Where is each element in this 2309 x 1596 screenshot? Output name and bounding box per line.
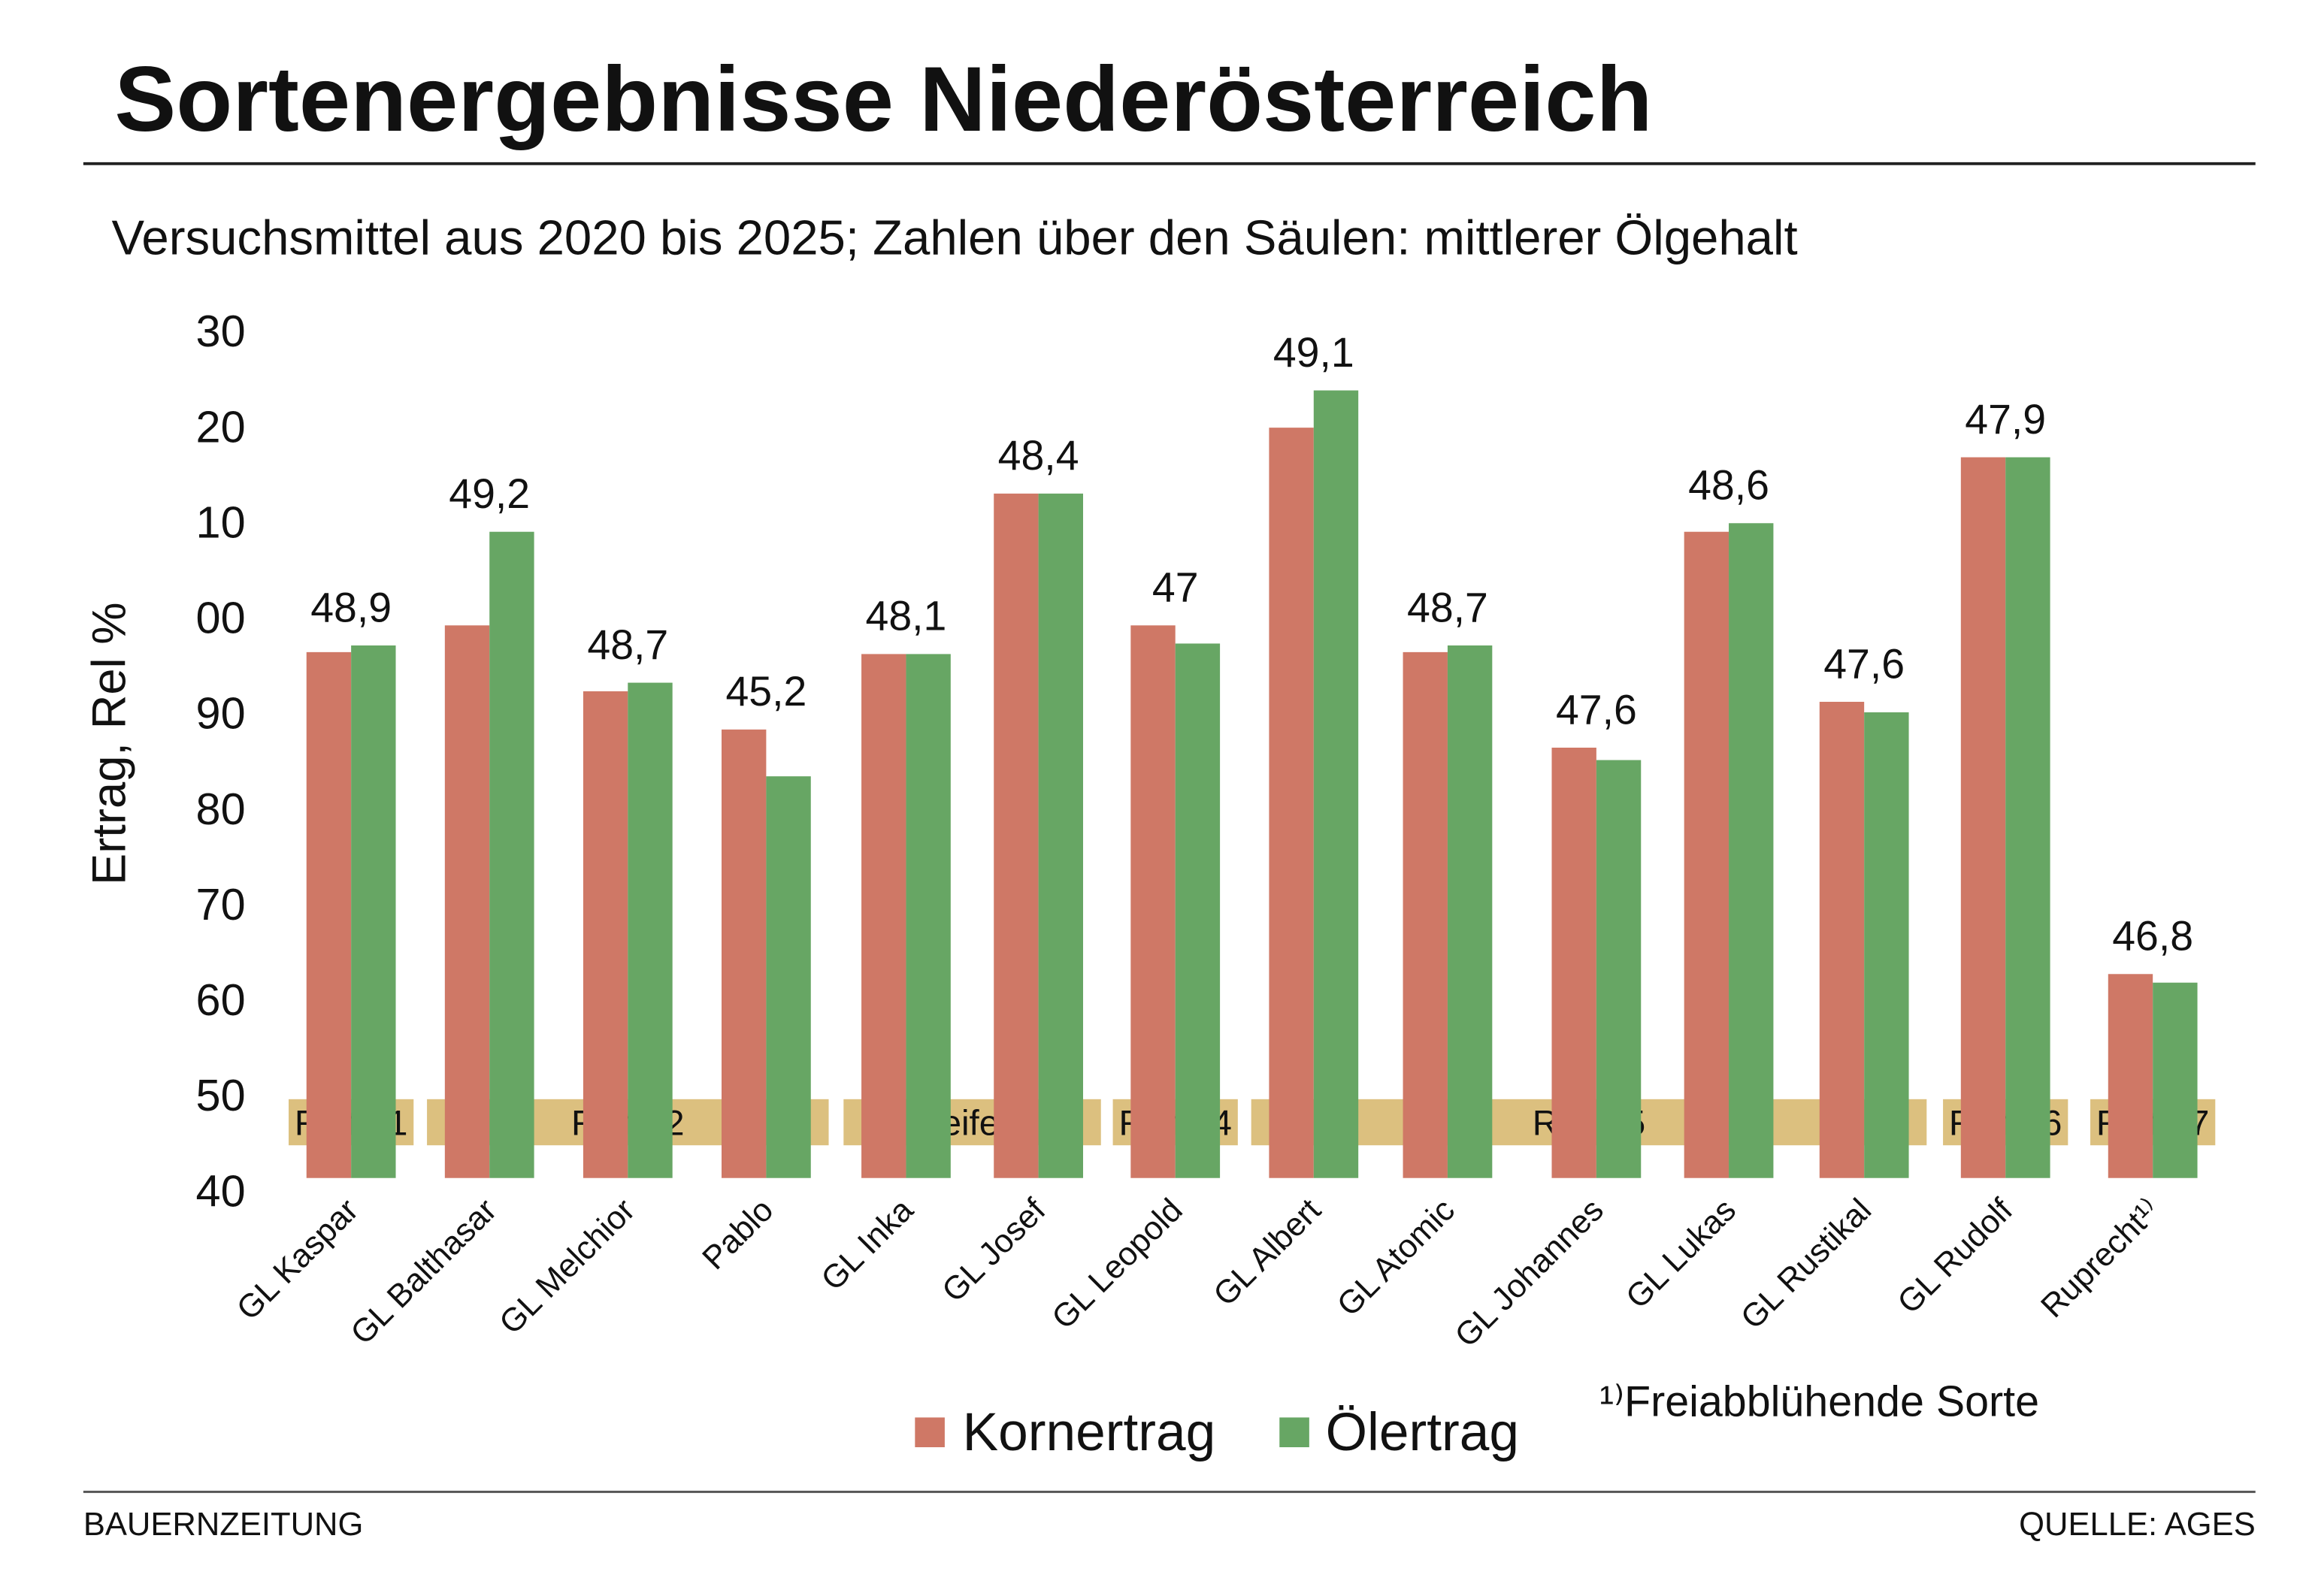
category-label: GL Atomic [1330, 1192, 1462, 1323]
bar-oelertrag [906, 654, 951, 1178]
category-label: Ruprecht¹⁾ [2034, 1192, 2167, 1325]
category-label: GL Melchior [493, 1192, 643, 1341]
category-label: GL Inka [815, 1192, 921, 1298]
footer-publisher: BAUERNZEITUNG [83, 1507, 363, 1543]
data-label: 45,2 [725, 668, 806, 715]
data-label: 48,1 [866, 593, 947, 639]
y-tick-label: 70 [196, 879, 246, 929]
y-tick-label: 00 [196, 593, 246, 643]
bar-kornertrag [1960, 457, 2006, 1178]
bar-oelertrag [2153, 982, 2198, 1178]
y-tick-label: 20 [196, 401, 246, 452]
y-tick-label: 40 [196, 1165, 246, 1216]
data-label: 49,2 [449, 470, 530, 517]
y-tick-label: 10 [196, 497, 246, 547]
bar-kornertrag [1551, 748, 1596, 1178]
bar-oelertrag [1729, 523, 1774, 1178]
y-tick-label: 60 [196, 975, 246, 1025]
data-label: 49,1 [1273, 329, 1354, 376]
data-label: 48,9 [310, 584, 392, 630]
bar-oelertrag [1313, 390, 1359, 1178]
bar-kornertrag [861, 654, 906, 1178]
category-label: GL Leopold [1046, 1192, 1190, 1336]
bar-oelertrag [1175, 643, 1221, 1178]
bar-oelertrag [1596, 760, 1642, 1178]
legend-label-kornertrag: Kornertrag [963, 1402, 1216, 1462]
data-label: 48,4 [998, 432, 1079, 479]
category-label: GL Albert [1207, 1192, 1328, 1313]
data-label: 46,8 [2112, 913, 2193, 960]
category-label: GL Lukas [1619, 1192, 1743, 1316]
data-label: 47 [1152, 564, 1199, 611]
data-label: 48,7 [1407, 584, 1488, 630]
y-tick-label: 90 [196, 688, 246, 739]
chart-subtitle: Versuchsmittel aus 2020 bis 2025; Zahlen… [111, 210, 1797, 265]
bar-oelertrag [489, 531, 534, 1178]
bar-kornertrag [1403, 651, 1448, 1178]
data-label: 48,6 [1688, 462, 1769, 509]
legend-label-oelertrag: Ölertrag [1326, 1402, 1519, 1462]
chart-title: Sortenergebnisse Niederösterreich [114, 48, 1652, 151]
category-label: GL Kaspar [230, 1192, 365, 1327]
y-axis-label: Ertrag, Rel % [83, 602, 135, 885]
bar-kornertrag [306, 651, 352, 1178]
bar-oelertrag [2005, 457, 2050, 1178]
category-label: GL Balthasar [344, 1192, 504, 1351]
bars [306, 390, 2198, 1178]
bar-kornertrag [444, 625, 490, 1178]
bar-kornertrag [722, 729, 767, 1178]
legend: Kornertrag Ölertrag [915, 1402, 1519, 1462]
bar-oelertrag [1038, 493, 1083, 1178]
bar-oelertrag [766, 776, 811, 1178]
data-label: 47,6 [1823, 640, 1905, 687]
bar-oelertrag [628, 682, 673, 1178]
bar-oelertrag [1447, 645, 1493, 1178]
data-label: 47,9 [1965, 396, 2046, 443]
category-label: GL Johannes [1448, 1192, 1611, 1354]
category-label: GL Josef [936, 1192, 1054, 1310]
y-tick-label: 50 [196, 1070, 246, 1120]
category-label: GL Rudolf [1891, 1192, 2020, 1321]
legend-swatch-oelertrag [1279, 1417, 1309, 1447]
footer-source: QUELLE: AGES [2019, 1507, 2256, 1543]
y-ticks: 40 50 60 70 80 90 00 10 20 30 [196, 306, 246, 1216]
legend-swatch-kornertrag [915, 1417, 945, 1447]
data-labels: 48,9 49,2 48,7 45,2 48,1 48,4 47 49,1 48,7 47,6 48… [310, 329, 2193, 960]
data-label: 48,7 [587, 621, 668, 668]
bar-kornertrag [1684, 531, 1729, 1178]
footnote: ¹⁾Freiabblühende Sorte [1599, 1377, 2039, 1425]
category-label: GL Rustikal [1734, 1192, 1878, 1336]
bar-kornertrag [1269, 428, 1314, 1178]
bar-oelertrag [351, 645, 396, 1178]
bar-kornertrag [2108, 974, 2153, 1178]
bar-oelertrag [1864, 712, 1909, 1178]
category-label: Pablo [696, 1192, 781, 1277]
bar-kornertrag [1819, 701, 1865, 1178]
y-tick-label: 30 [196, 306, 246, 356]
bar-kornertrag [583, 691, 628, 1178]
bar-kornertrag [1130, 625, 1176, 1178]
bar-kornertrag [994, 493, 1039, 1178]
y-tick-label: 80 [196, 784, 246, 834]
data-label: 47,6 [1556, 686, 1637, 733]
